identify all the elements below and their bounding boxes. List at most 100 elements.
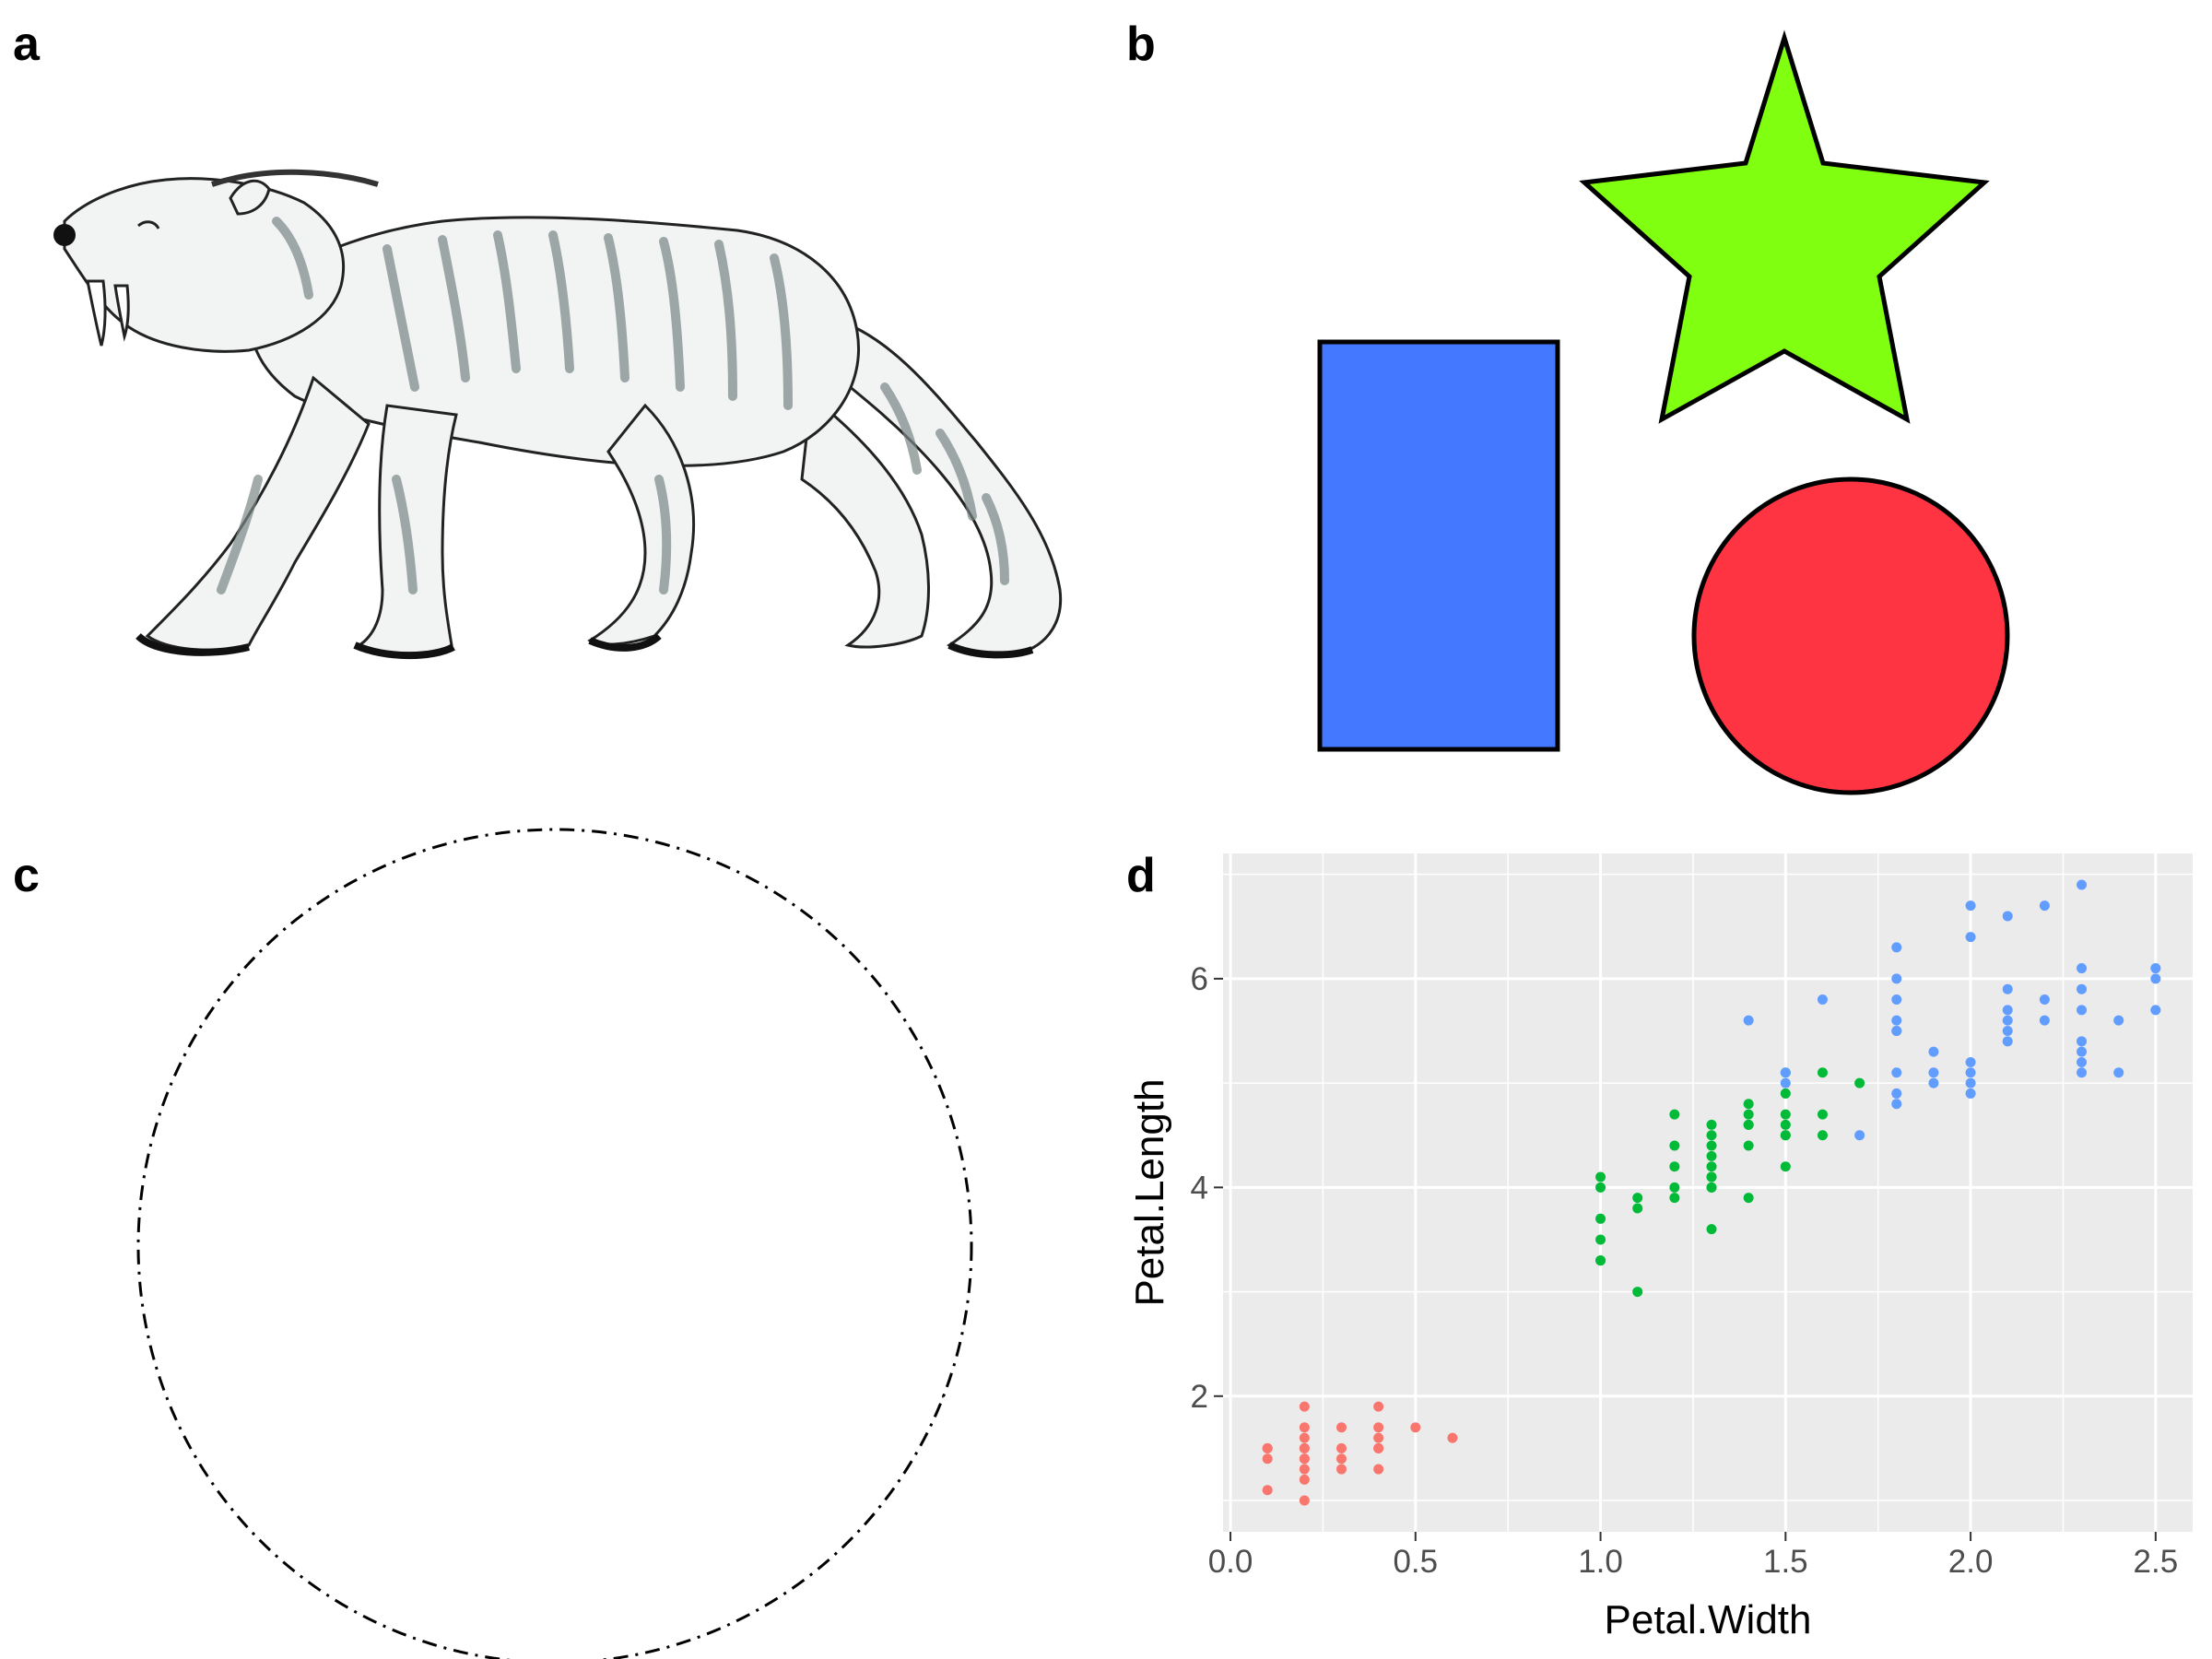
data-point (1373, 1422, 1384, 1433)
data-point (1928, 1046, 1939, 1057)
data-point (1447, 1432, 1458, 1443)
scatter-plot: 0.0 0.5 1.0 1.5 2.0 2.5 2 4 6 Petal.Width Petal… (1127, 853, 2193, 1642)
data-point (2002, 1036, 2013, 1047)
data-point (2002, 1005, 2013, 1016)
data-point (1373, 1464, 1384, 1475)
data-point (2039, 900, 2050, 912)
data-point (1373, 1401, 1384, 1412)
data-point (1299, 1453, 1310, 1465)
data-point (1373, 1432, 1384, 1443)
data-point (2113, 1015, 2124, 1026)
data-point (2077, 1046, 2088, 1057)
data-point (2113, 1067, 2124, 1078)
data-point (2039, 994, 2050, 1006)
data-point (1299, 1442, 1310, 1453)
data-point (2150, 973, 2161, 984)
data-points (1262, 879, 2161, 1506)
green-star (1579, 29, 1990, 424)
x-tick-label: 1.0 (1578, 1544, 1623, 1580)
data-point (2002, 911, 2013, 922)
x-axis-ticks: 0.0 0.5 1.0 1.5 2.0 2.5 (1208, 1532, 2178, 1580)
data-point (1965, 1067, 1976, 1078)
data-point (2077, 1067, 2088, 1078)
data-point (1632, 1193, 1643, 1204)
data-point (1780, 1161, 1791, 1172)
data-point (2039, 1015, 2050, 1026)
data-point (1854, 1130, 1865, 1141)
blue-rectangle (1317, 339, 1560, 752)
panel-label-b: b (1126, 18, 1156, 71)
data-point (1335, 1464, 1347, 1475)
data-point (1299, 1401, 1310, 1412)
data-point (1891, 973, 1902, 984)
data-point (1595, 1182, 1606, 1193)
data-point (1373, 1442, 1384, 1453)
data-point (2150, 1005, 2161, 1016)
data-point (1743, 1119, 1754, 1130)
data-point (1335, 1422, 1347, 1433)
data-point (2077, 1056, 2088, 1067)
data-point (1817, 994, 1828, 1006)
plot-background (1223, 853, 2193, 1532)
data-point (1891, 1015, 1902, 1026)
data-point (2002, 1025, 2013, 1036)
data-point (1965, 1077, 1976, 1088)
panel-label-d: d (1126, 849, 1156, 902)
data-point (1780, 1119, 1791, 1130)
data-point (1669, 1182, 1680, 1193)
data-point (1299, 1474, 1310, 1485)
data-point (1743, 1015, 1754, 1026)
y-tick-label: 6 (1191, 961, 1208, 997)
data-point (1817, 1067, 1828, 1078)
data-point (1891, 1067, 1902, 1078)
data-point (1891, 1099, 1902, 1110)
data-point (2077, 983, 2088, 994)
data-point (1595, 1234, 1606, 1245)
data-point (1965, 1088, 1976, 1099)
data-point (1706, 1171, 1717, 1182)
data-point (1335, 1453, 1347, 1465)
data-point (1743, 1193, 1754, 1204)
data-point (1706, 1140, 1717, 1151)
data-point (1743, 1099, 1754, 1110)
data-point (1262, 1442, 1273, 1453)
data-point (1706, 1130, 1717, 1141)
data-point (1595, 1171, 1606, 1182)
data-point (2077, 963, 2088, 974)
x-axis-label: Petal.Width (1605, 1597, 1812, 1642)
data-point (1891, 1025, 1902, 1036)
data-point (1669, 1161, 1680, 1172)
panel-label-c: c (13, 849, 40, 902)
data-point (1743, 1140, 1754, 1151)
data-point (1780, 1109, 1791, 1120)
data-point (1299, 1464, 1310, 1475)
data-point (1891, 994, 1902, 1006)
x-tick-label: 2.5 (2134, 1544, 2179, 1580)
data-point (1965, 932, 1976, 943)
shapes-group (1317, 29, 2010, 795)
dash-dot-circle (136, 828, 973, 1659)
data-point (1669, 1140, 1680, 1151)
data-point (1706, 1224, 1717, 1235)
data-point (1706, 1119, 1717, 1130)
data-point (1595, 1213, 1606, 1224)
data-point (1965, 1056, 1976, 1067)
red-circle (1691, 477, 2010, 795)
y-tick-label: 4 (1191, 1170, 1208, 1206)
data-point (1780, 1130, 1791, 1141)
data-point (2077, 1036, 2088, 1047)
data-point (1410, 1422, 1421, 1433)
data-point (2077, 879, 2088, 890)
data-point (1817, 1109, 1828, 1120)
data-point (1965, 900, 1976, 912)
x-tick-label: 2.0 (1948, 1544, 1994, 1580)
x-tick-label: 0.0 (1208, 1544, 1253, 1580)
data-point (1335, 1442, 1347, 1453)
y-axis-label: Petal.Length (1127, 1078, 1172, 1306)
data-point (1891, 1088, 1902, 1099)
data-point (1262, 1453, 1273, 1465)
y-axis-ticks: 2 4 6 (1191, 961, 1223, 1415)
data-point (1891, 942, 1902, 953)
data-point (1780, 1067, 1791, 1078)
data-point (1780, 1077, 1791, 1088)
